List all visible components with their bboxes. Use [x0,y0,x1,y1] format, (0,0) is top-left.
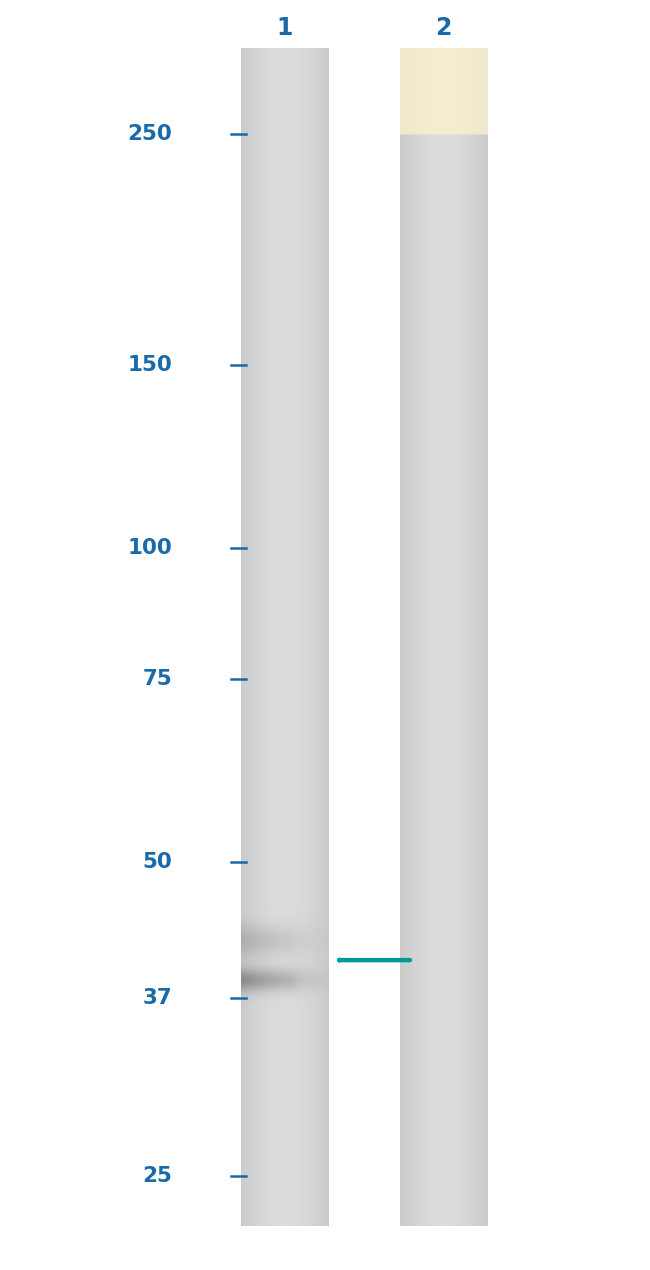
Text: 50: 50 [142,852,172,872]
Text: 250: 250 [127,123,172,144]
Text: 37: 37 [142,988,172,1008]
Text: 25: 25 [142,1166,172,1186]
Text: 1: 1 [276,17,292,39]
Text: 2: 2 [436,17,452,39]
Text: 100: 100 [127,538,172,559]
Text: 75: 75 [142,668,172,688]
Text: 150: 150 [127,354,172,375]
